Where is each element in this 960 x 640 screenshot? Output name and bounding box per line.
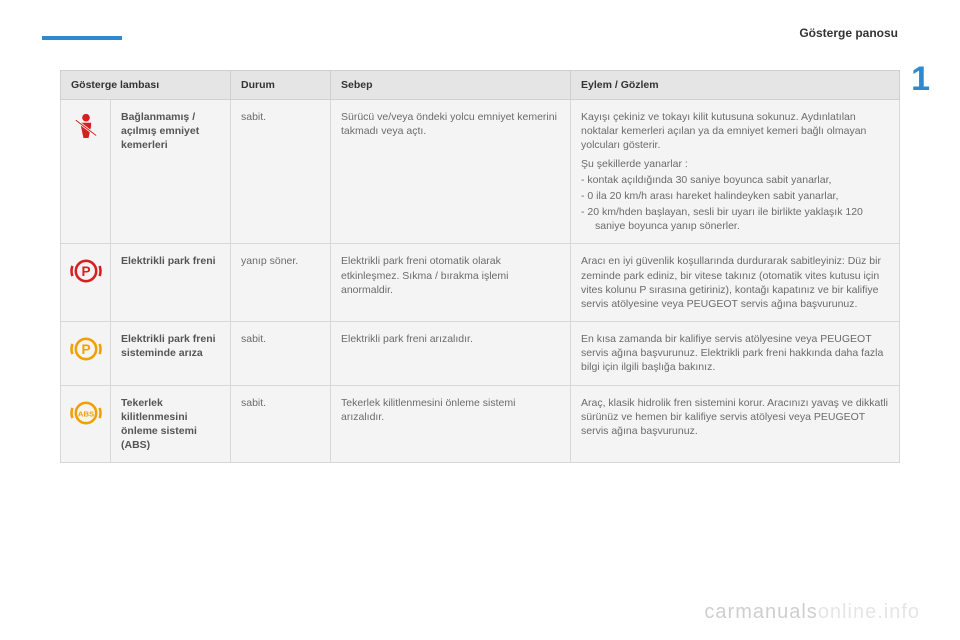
row-action: En kısa zamanda bir kalifiye servis atöl… [571, 322, 900, 386]
svg-text:P: P [81, 342, 90, 357]
icon-cell [61, 100, 111, 244]
row-cause: Sürücü ve/veya öndeki yolcu emniyet keme… [331, 100, 571, 244]
row-cause: Elektrikli park freni otomatik olarak et… [331, 244, 571, 322]
table-header-row: Gösterge lambası Durum Sebep Eylem / Göz… [61, 71, 900, 100]
chapter-number: 1 [911, 60, 930, 99]
action-list-title: Şu şekillerde yanarlar : [581, 157, 889, 171]
svg-text:ABS: ABS [77, 409, 93, 418]
table-row: P Elektrikli park freni sisteminde arızas… [61, 322, 900, 386]
watermark: carmanualsonline.info [704, 601, 920, 624]
watermark-suffix: online.info [818, 601, 920, 623]
icon-cell: ABS [61, 385, 111, 463]
action-intro: Kayışı çekiniz ve tokayı kilit kutusuna … [581, 110, 889, 153]
icon-cell: P [61, 322, 111, 386]
action-list: kontak açıldığında 30 saniye boyunca sab… [581, 173, 889, 234]
col-state: Durum [231, 71, 331, 100]
table-row: Bağlanmamış / açılmış emniyet kemerleris… [61, 100, 900, 244]
action-list-item: 20 km/hden başlayan, sesli bir uyarı ile… [581, 205, 889, 233]
indicator-table: Gösterge lambası Durum Sebep Eylem / Göz… [60, 70, 900, 463]
row-action: Kayışı çekiniz ve tokayı kilit kutusuna … [571, 100, 900, 244]
row-state: yanıp söner. [231, 244, 331, 322]
svg-text:P: P [81, 264, 90, 279]
abs-icon: ABS [69, 396, 103, 430]
action-list-item: 0 ila 20 km/h arası hareket halindeyken … [581, 189, 889, 203]
row-state: sabit. [231, 100, 331, 244]
row-label: Elektrikli park freni sisteminde arıza [111, 322, 231, 386]
row-state: sabit. [231, 385, 331, 463]
electric-parking-brake-fault-icon: P [69, 332, 103, 366]
action-list-item: kontak açıldığında 30 saniye boyunca sab… [581, 173, 889, 187]
seatbelt-icon [69, 110, 103, 144]
row-action: Aracı en iyi güvenlik koşullarında durdu… [571, 244, 900, 322]
row-label: Elektrikli park freni [111, 244, 231, 322]
header-accent-bar [42, 36, 122, 40]
icon-cell: P [61, 244, 111, 322]
row-cause: Elektrikli park freni arızalıdır. [331, 322, 571, 386]
row-state: sabit. [231, 322, 331, 386]
row-cause: Tekerlek kilitlenmesini önleme sistemi a… [331, 385, 571, 463]
col-cause: Sebep [331, 71, 571, 100]
row-label: Bağlanmamış / açılmış emniyet kemerleri [111, 100, 231, 244]
section-title: Gösterge panosu [799, 26, 898, 40]
table-row: ABS Tekerlek kilitlenmesini önleme sistem… [61, 385, 900, 463]
col-action: Eylem / Gözlem [571, 71, 900, 100]
col-lamp: Gösterge lambası [61, 71, 231, 100]
watermark-prefix: carmanuals [704, 601, 817, 623]
table-row: P Elektrikli park freniyanıp söner.Elektr… [61, 244, 900, 322]
row-label: Tekerlek kilitlenmesini önleme sistemi (… [111, 385, 231, 463]
electric-parking-brake-icon: P [69, 254, 103, 288]
row-action: Araç, klasik hidrolik fren sistemini kor… [571, 385, 900, 463]
